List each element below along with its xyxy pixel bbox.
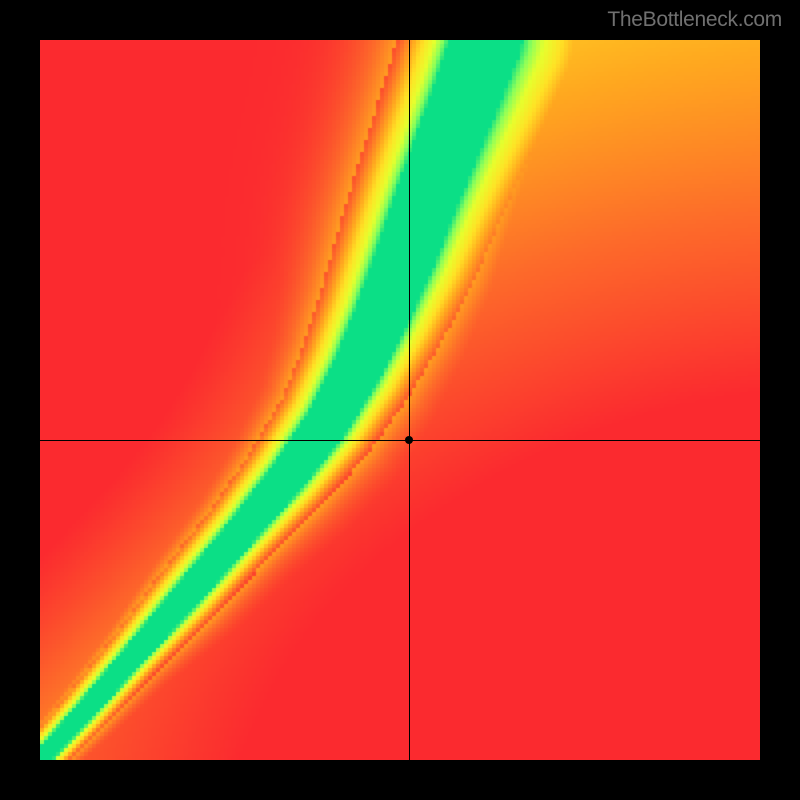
crosshair-marker [405, 436, 413, 444]
crosshair-horizontal [40, 440, 760, 441]
watermark-text: TheBottleneck.com [607, 8, 782, 32]
chart-container: TheBottleneck.com [0, 0, 800, 800]
plot-area [40, 40, 760, 760]
heatmap-canvas [40, 40, 760, 760]
crosshair-vertical [409, 40, 410, 760]
